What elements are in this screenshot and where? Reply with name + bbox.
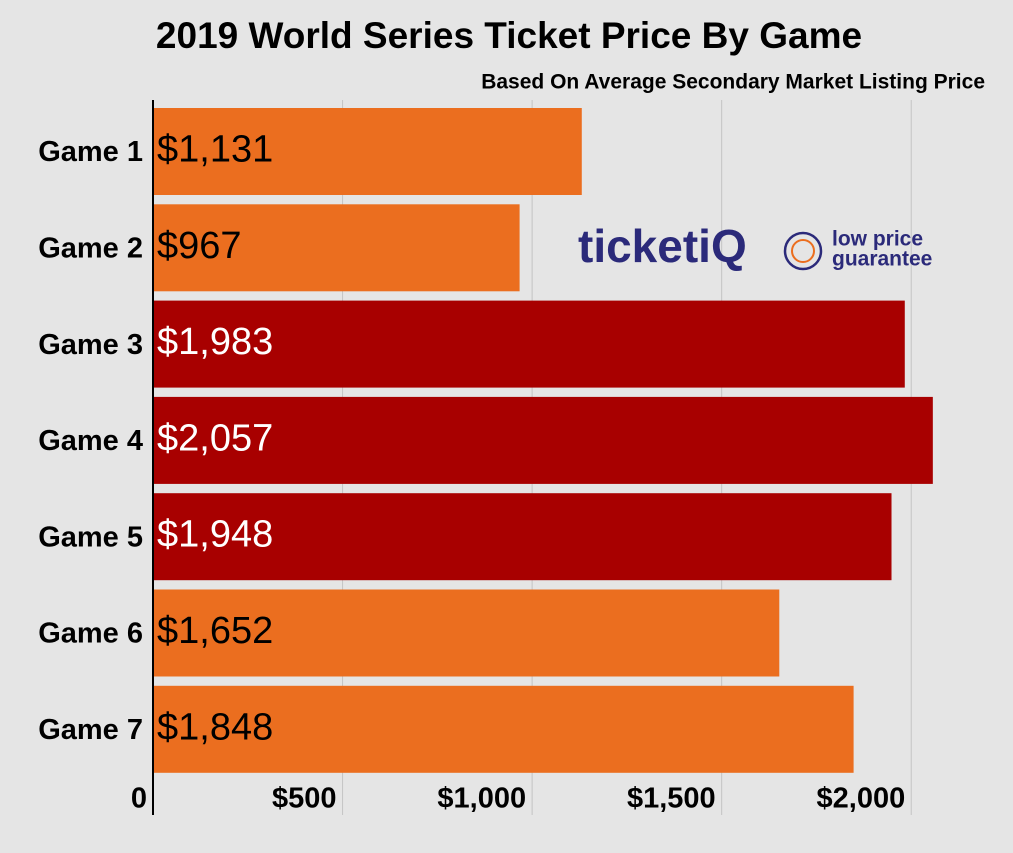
bar	[153, 396, 933, 484]
logo-tagline: low price	[832, 228, 923, 251]
x-tick-label: $1,000	[437, 783, 526, 815]
bar	[153, 204, 520, 292]
logo-brand: ticketiQ	[578, 220, 747, 272]
bar	[153, 108, 582, 195]
y-tick-label: Game 6	[38, 618, 143, 650]
value-label: $1,652	[157, 610, 273, 652]
value-label: $1,131	[157, 129, 273, 171]
value-label: $1,848	[157, 706, 273, 748]
chart-subtitle: Based On Average Secondary Market Listin…	[481, 71, 985, 94]
value-label: $1,983	[157, 321, 273, 363]
value-label: $1,948	[157, 514, 273, 556]
x-tick-label: $1,500	[627, 783, 716, 815]
x-tick-label: 0	[131, 783, 147, 815]
logo-badge	[783, 231, 823, 271]
value-label: $967	[157, 225, 242, 267]
bar	[153, 685, 854, 773]
chart-title: 2019 World Series Ticket Price By Game	[156, 15, 862, 56]
bar	[153, 493, 892, 581]
logo-tagline: guarantee	[832, 248, 932, 271]
bar	[153, 300, 905, 388]
x-tick-label: $2,000	[817, 783, 906, 815]
bar	[153, 589, 780, 677]
y-tick-label: Game 7	[38, 714, 143, 746]
y-tick-label: Game 3	[38, 329, 143, 361]
x-tick-label: $500	[272, 783, 337, 815]
y-tick-label: Game 5	[38, 521, 143, 553]
y-tick-label: Game 1	[38, 136, 143, 168]
y-tick-label: Game 4	[38, 425, 143, 457]
logo-badge-inner	[791, 239, 815, 263]
value-label: $2,057	[157, 417, 273, 459]
y-tick-label: Game 2	[38, 232, 143, 264]
